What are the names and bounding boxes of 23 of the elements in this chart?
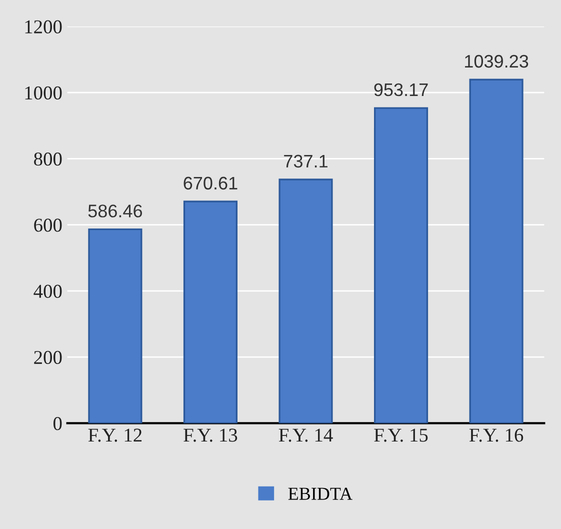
y-tick-label: 400	[34, 284, 62, 298]
x-tick-label: F.Y. 12	[88, 428, 142, 442]
y-tick-label: 600	[34, 218, 62, 232]
data-label: 737.1	[284, 154, 328, 168]
data-label: 586.46	[88, 204, 142, 218]
y-tick-label: 1200	[25, 20, 62, 34]
bar	[88, 228, 142, 424]
bar	[469, 78, 524, 424]
x-tick-label: F.Y. 13	[184, 428, 238, 442]
y-tick-label: 0	[53, 417, 62, 430]
y-tick-label: 200	[34, 350, 62, 364]
x-tick-label: F.Y. 16	[469, 428, 524, 442]
y-tick-label: 800	[34, 152, 62, 166]
legend-label: EBIDTA	[288, 488, 352, 500]
data-label: 953.17	[374, 83, 428, 96]
bar	[278, 178, 333, 424]
data-label: 670.61	[184, 176, 238, 190]
data-label: 1039.23	[465, 54, 528, 68]
x-tick-label: F.Y. 14	[278, 428, 333, 442]
bar	[183, 200, 238, 424]
bar	[374, 107, 428, 424]
y-tick-label: 1000	[25, 86, 62, 100]
x-tick-label: F.Y. 15	[374, 428, 428, 442]
